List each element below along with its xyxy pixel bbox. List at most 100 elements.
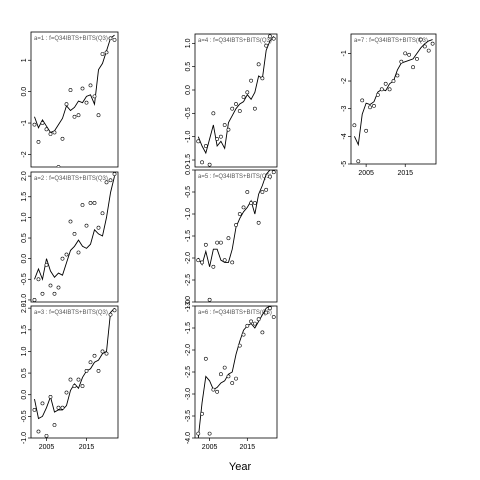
observed-point (96, 225, 101, 230)
observed-point (249, 319, 253, 324)
observed-point (271, 36, 276, 41)
observed-point (207, 297, 212, 302)
panel-5: a=5 : f=Q34IBTS+BITS(Q3) -3.0 -2.5 -2.0 -1.5… (185, 165, 278, 308)
observed-point (72, 114, 77, 119)
panel-label: a=5 : f=Q34IBTS+BITS(Q3) (198, 174, 272, 180)
observed-point (268, 174, 272, 179)
y-tick-label: -2.5 (185, 366, 192, 378)
panel-data (32, 34, 117, 167)
observed-point (271, 170, 276, 175)
observed-point (56, 165, 61, 167)
observed-point (44, 262, 49, 267)
y-tick-label: -0.5 (21, 410, 28, 422)
observed-point (200, 160, 204, 165)
y-tick-label: 0.5 (21, 368, 28, 378)
observed-point (203, 356, 208, 361)
observed-point (207, 431, 212, 436)
panel-label: a=3 : f=Q34IBTS+BITS(Q3) (34, 310, 108, 316)
panel-frame (194, 305, 278, 439)
panel-data (32, 307, 117, 438)
observed-point (252, 201, 257, 205)
y-tick-label: -1.0 (185, 208, 192, 220)
y-tick-label: 1.0 (21, 212, 28, 222)
observed-point (32, 407, 37, 412)
observed-point (36, 139, 41, 144)
observed-point (48, 132, 53, 136)
x-tick-label: 2005 (358, 170, 374, 177)
observed-point (108, 312, 113, 317)
observed-point (245, 323, 250, 328)
x-tick-label: 2015 (240, 444, 256, 451)
observed-point (360, 98, 365, 103)
observed-point (44, 433, 49, 438)
observed-point (215, 137, 220, 141)
panel-3: a=3 : f=Q34IBTS+BITS(Q3) -1.0 -0.5 0.0 0.5 1.… (21, 303, 119, 451)
observed-point (226, 236, 231, 241)
observed-point (230, 106, 235, 111)
observed-point (268, 306, 272, 311)
observed-point (196, 431, 201, 436)
observed-point (415, 56, 419, 61)
observed-point (36, 277, 41, 282)
y-tick-label: -0.5 (185, 186, 192, 198)
observed-point (100, 52, 105, 56)
y-tick-label: 0.0 (21, 254, 28, 264)
y-tick-label: 0.0 (21, 390, 28, 400)
y-tick-label: 2.0 (21, 303, 28, 313)
observed-point (68, 219, 73, 224)
y-tick-label: 0.0 (185, 165, 192, 175)
observed-point (72, 384, 77, 388)
observed-point (252, 321, 257, 326)
observed-point (234, 376, 238, 381)
observed-point (411, 65, 415, 70)
observed-point (40, 291, 45, 296)
y-tick-label: 1.5 (21, 192, 28, 202)
y-tick-label: -1.5 (185, 154, 192, 166)
panel-data (352, 37, 435, 164)
y-tick-label: 0.0 (21, 87, 28, 97)
y-tick-label: -1.0 (21, 294, 28, 306)
y-tick-label: -4 (341, 133, 348, 139)
observed-point (264, 43, 269, 48)
observed-point (100, 211, 105, 216)
observed-point (222, 258, 227, 263)
panel-frame (194, 33, 278, 168)
x-tick-label: 2005 (39, 444, 55, 451)
panel-label: a=7 : f=Q34IBTS+BITS(Q3) (354, 38, 428, 44)
panel-data (196, 34, 276, 167)
y-tick-label: -2 (21, 151, 28, 157)
observed-point (84, 223, 89, 228)
y-tick-label: 2.0 (21, 171, 28, 181)
observed-point (203, 144, 208, 148)
observed-point (108, 36, 113, 41)
observed-point (96, 113, 101, 118)
observed-point (368, 105, 372, 110)
observed-point (215, 389, 220, 394)
observed-point (241, 205, 246, 210)
fitted-line (197, 36, 275, 155)
observed-point (230, 260, 235, 265)
y-tick-label: -1.0 (185, 300, 192, 312)
fitted-line (34, 176, 115, 281)
observed-point (226, 374, 231, 379)
observed-point (422, 44, 427, 49)
observed-point (84, 100, 89, 105)
observed-point (84, 369, 89, 373)
panel-label: a=6 : f=Q34IBTS+BITS(Q3) (198, 310, 272, 316)
observed-point (92, 94, 97, 99)
y-tick-label: -5 (341, 161, 348, 167)
observed-point (245, 90, 250, 95)
observed-point (252, 106, 257, 111)
y-tick-label: -2.0 (185, 344, 192, 356)
observed-point (80, 384, 85, 388)
x-tick-label: 2015 (79, 444, 95, 451)
observed-point (36, 429, 41, 434)
panel-2: a=2 : f=Q34IBTS+BITS(Q3) -1.0 -0.5 0.0 0.5 1.… (21, 171, 119, 306)
observed-point (379, 87, 384, 92)
observed-point (44, 127, 49, 132)
y-tick-label: -1.0 (185, 131, 192, 143)
observed-point (230, 381, 235, 385)
y-tick-label: 1 (21, 58, 28, 62)
observed-point (76, 113, 81, 118)
y-tick-label: -0.5 (21, 273, 28, 285)
